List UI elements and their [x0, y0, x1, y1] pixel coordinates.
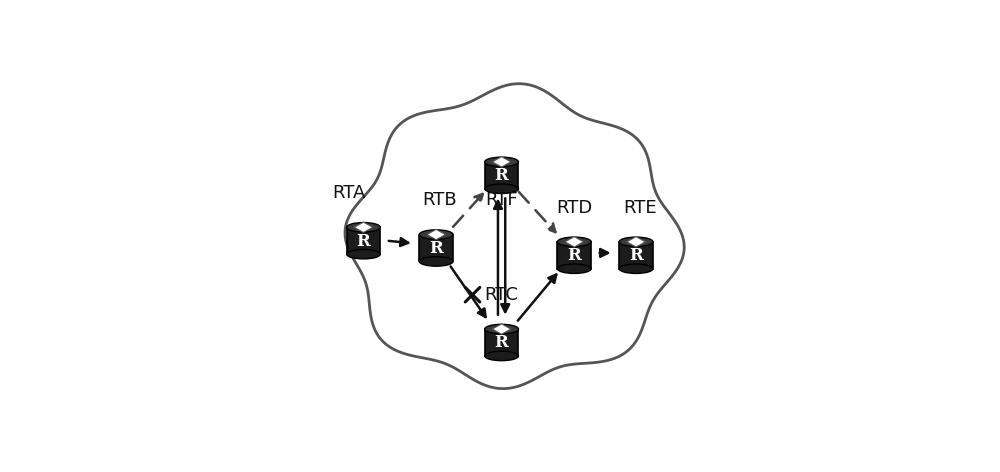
- Ellipse shape: [485, 324, 518, 334]
- Ellipse shape: [419, 257, 453, 266]
- Ellipse shape: [347, 223, 380, 232]
- FancyBboxPatch shape: [485, 162, 518, 189]
- Text: R: R: [429, 240, 443, 257]
- Text: R: R: [495, 335, 508, 352]
- Text: R: R: [495, 167, 508, 184]
- Polygon shape: [627, 236, 645, 247]
- Ellipse shape: [557, 237, 591, 246]
- FancyBboxPatch shape: [419, 235, 453, 261]
- Text: R: R: [629, 247, 643, 264]
- FancyBboxPatch shape: [485, 329, 518, 356]
- Text: RTD: RTD: [556, 199, 592, 217]
- Ellipse shape: [485, 157, 518, 167]
- Text: RTB: RTB: [422, 191, 457, 209]
- Ellipse shape: [557, 264, 591, 273]
- Ellipse shape: [485, 184, 518, 194]
- Polygon shape: [354, 222, 373, 233]
- PathPatch shape: [345, 84, 684, 388]
- FancyBboxPatch shape: [557, 242, 591, 269]
- FancyBboxPatch shape: [347, 228, 380, 254]
- Ellipse shape: [419, 230, 453, 239]
- Polygon shape: [492, 157, 511, 167]
- Ellipse shape: [619, 237, 653, 246]
- FancyBboxPatch shape: [619, 242, 653, 269]
- Text: RTC: RTC: [485, 286, 519, 304]
- Ellipse shape: [485, 351, 518, 361]
- Ellipse shape: [619, 264, 653, 273]
- Text: R: R: [567, 247, 581, 264]
- Text: R: R: [357, 233, 370, 250]
- Text: RTF: RTF: [485, 191, 518, 209]
- Ellipse shape: [347, 249, 380, 259]
- Polygon shape: [427, 229, 445, 240]
- Text: RTE: RTE: [623, 199, 657, 217]
- Polygon shape: [492, 324, 511, 334]
- Polygon shape: [565, 236, 584, 247]
- Text: RTA: RTA: [332, 184, 366, 202]
